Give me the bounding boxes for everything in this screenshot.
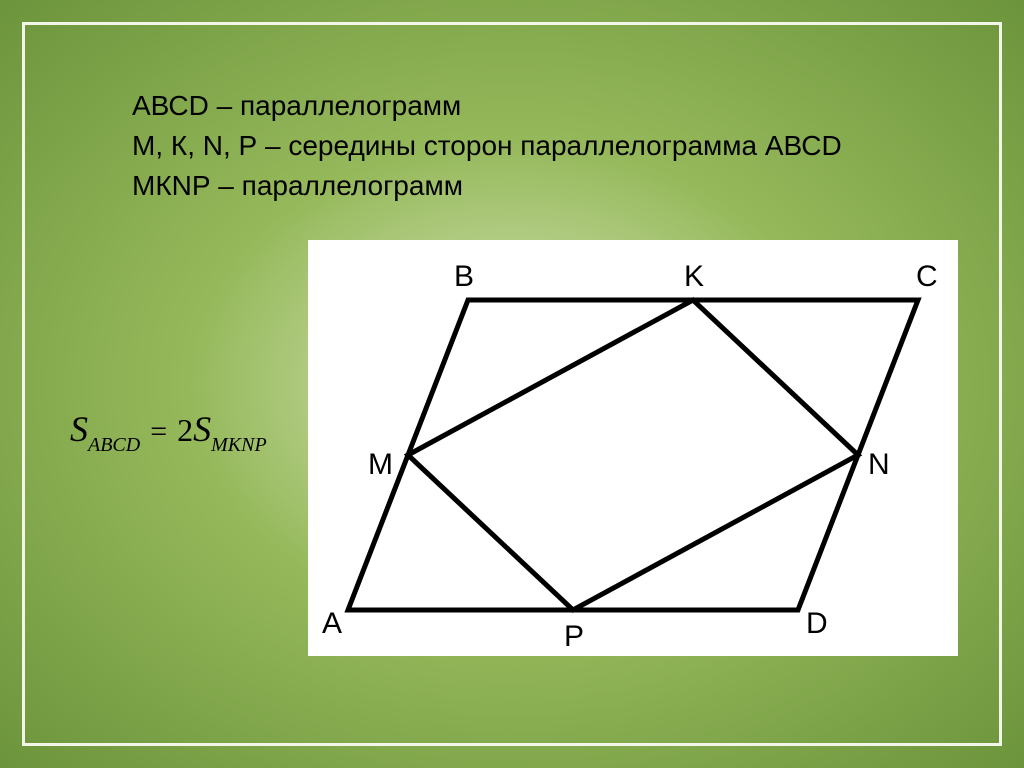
vertex-label-D: D: [806, 607, 828, 640]
text-line-2: М, К, N, Р – середины сторон параллелогр…: [132, 126, 842, 166]
diagram: A B C D M K N P: [308, 240, 958, 656]
formula-S2-sub: MKNP: [211, 434, 267, 456]
outer-parallelogram: [348, 300, 918, 610]
formula-S2: S: [193, 409, 211, 449]
vertex-label-C: C: [916, 260, 938, 293]
formula-S1: S: [70, 409, 88, 449]
vertex-label-A: A: [322, 607, 342, 640]
formula-eq: =: [144, 415, 173, 448]
formula-coef: 2: [177, 412, 193, 448]
text-line-3: МКNР – параллелограмм: [132, 166, 842, 206]
slide: АВСD – параллелограмм М, К, N, Р – серед…: [0, 0, 1024, 768]
text-line-1: АВСD – параллелограмм: [132, 86, 842, 126]
diagram-svg: A B C D M K N P: [308, 240, 958, 656]
vertex-label-B: B: [454, 260, 474, 293]
problem-text: АВСD – параллелограмм М, К, N, Р – серед…: [132, 86, 842, 206]
vertex-label-M: M: [368, 448, 393, 481]
vertex-label-N: N: [868, 448, 890, 481]
formula-S1-sub: ABCD: [88, 434, 140, 456]
area-formula: SABCD = 2SMKNP: [70, 408, 267, 451]
vertex-label-K: K: [684, 260, 704, 293]
vertex-label-P: P: [564, 620, 584, 653]
inner-parallelogram: [408, 300, 858, 610]
